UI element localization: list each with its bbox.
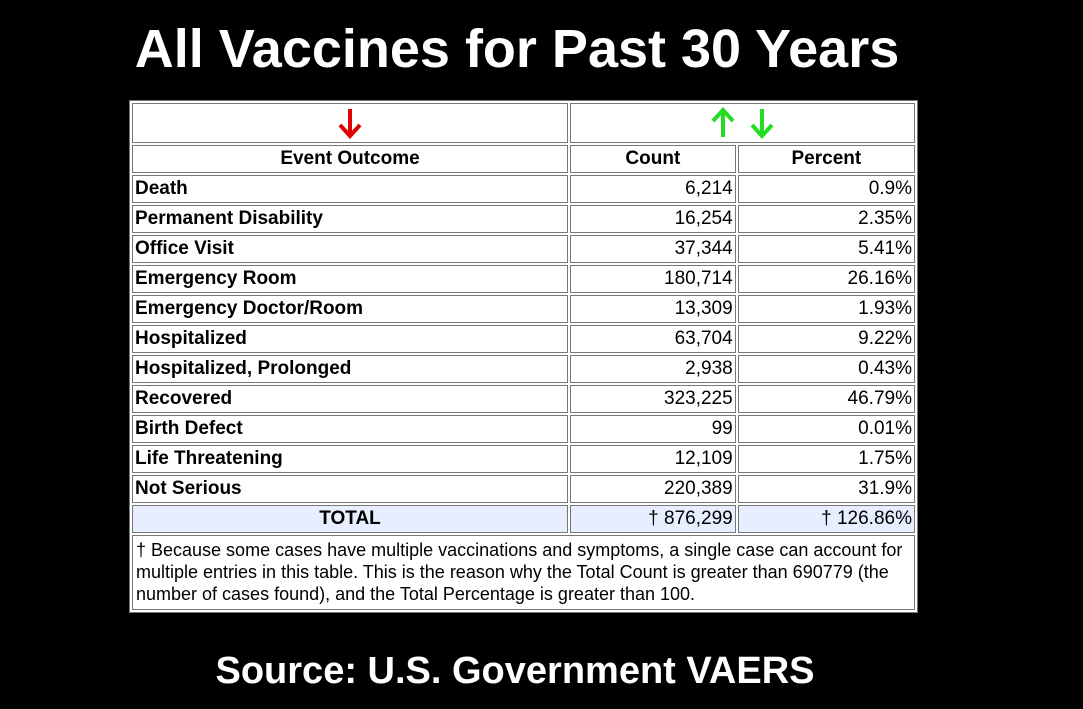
outcome-cell: Emergency Doctor/Room — [132, 295, 568, 323]
total-row: TOTAL † 876,299 † 126.86% — [132, 505, 915, 533]
percent-cell: 26.16% — [737, 265, 915, 293]
arrow-down-red-icon[interactable] — [337, 107, 363, 139]
outcome-cell: Office Visit — [132, 235, 568, 263]
outcome-cell: Birth Defect — [132, 415, 568, 443]
outcome-table-container: Event Outcome Count Percent Death 6,214 0.… — [129, 100, 918, 613]
count-cell: 323,225 — [570, 385, 736, 413]
count-cell: 180,714 — [570, 265, 736, 293]
total-label: TOTAL — [132, 505, 568, 533]
table-row: Emergency Doctor/Room 13,309 1.93% — [132, 295, 915, 323]
outcome-cell: Life Threatening — [132, 445, 568, 473]
arrow-down-green-icon[interactable] — [749, 107, 775, 139]
source-caption: Source: U.S. Government VAERS — [215, 650, 815, 692]
table-row: Death 6,214 0.9% — [132, 175, 915, 203]
table-row: Birth Defect 99 0.01% — [132, 415, 915, 443]
percent-cell: 2.35% — [737, 205, 915, 233]
table-row: Hospitalized 63,704 9.22% — [132, 325, 915, 353]
count-cell: 16,254 — [570, 205, 736, 233]
outcome-cell: Hospitalized, Prolonged — [132, 355, 568, 383]
count-cell: 2,938 — [570, 355, 736, 383]
footnote-row: † Because some cases have multiple vacci… — [132, 535, 915, 610]
footnote-text: † Because some cases have multiple vacci… — [132, 535, 915, 610]
percent-cell: 1.75% — [737, 445, 915, 473]
table-row: Life Threatening 12,109 1.75% — [132, 445, 915, 473]
count-cell: 37,344 — [570, 235, 736, 263]
page-title: All Vaccines for Past 30 Years — [134, 19, 900, 79]
percent-cell: 1.93% — [737, 295, 915, 323]
table-row: Permanent Disability 16,254 2.35% — [132, 205, 915, 233]
percent-cell: 31.9% — [737, 475, 915, 503]
table-row: Not Serious 220,389 31.9% — [132, 475, 915, 503]
outcome-cell: Death — [132, 175, 568, 203]
table-row: Office Visit 37,344 5.41% — [132, 235, 915, 263]
header-row: Event Outcome Count Percent — [132, 145, 915, 173]
outcome-cell: Not Serious — [132, 475, 568, 503]
outcome-cell: Permanent Disability — [132, 205, 568, 233]
count-cell: 99 — [570, 415, 736, 443]
arrow-up-green-icon[interactable] — [710, 107, 736, 139]
percent-cell: 5.41% — [737, 235, 915, 263]
total-count: † 876,299 — [570, 505, 736, 533]
count-cell: 12,109 — [570, 445, 736, 473]
header-percent: Percent — [737, 145, 915, 173]
table-row: Emergency Room 180,714 26.16% — [132, 265, 915, 293]
count-cell: 63,704 — [570, 325, 736, 353]
outcome-cell: Recovered — [132, 385, 568, 413]
percent-cell: 0.01% — [737, 415, 915, 443]
header-event-outcome: Event Outcome — [132, 145, 568, 173]
sort-outcome-cell — [132, 103, 568, 143]
outcome-cell: Hospitalized — [132, 325, 568, 353]
outcome-cell: Emergency Room — [132, 265, 568, 293]
percent-cell: 0.9% — [737, 175, 915, 203]
percent-cell: 0.43% — [737, 355, 915, 383]
count-cell: 13,309 — [570, 295, 736, 323]
header-count: Count — [570, 145, 736, 173]
outcome-table: Event Outcome Count Percent Death 6,214 0.… — [130, 101, 917, 612]
table-row: Hospitalized, Prolonged 2,938 0.43% — [132, 355, 915, 383]
count-cell: 6,214 — [570, 175, 736, 203]
total-percent: † 126.86% — [737, 505, 915, 533]
table-row: Recovered 323,225 46.79% — [132, 385, 915, 413]
percent-cell: 9.22% — [737, 325, 915, 353]
sort-count-cell — [570, 103, 915, 143]
percent-cell: 46.79% — [737, 385, 915, 413]
count-cell: 220,389 — [570, 475, 736, 503]
sort-arrows-row — [132, 103, 915, 143]
